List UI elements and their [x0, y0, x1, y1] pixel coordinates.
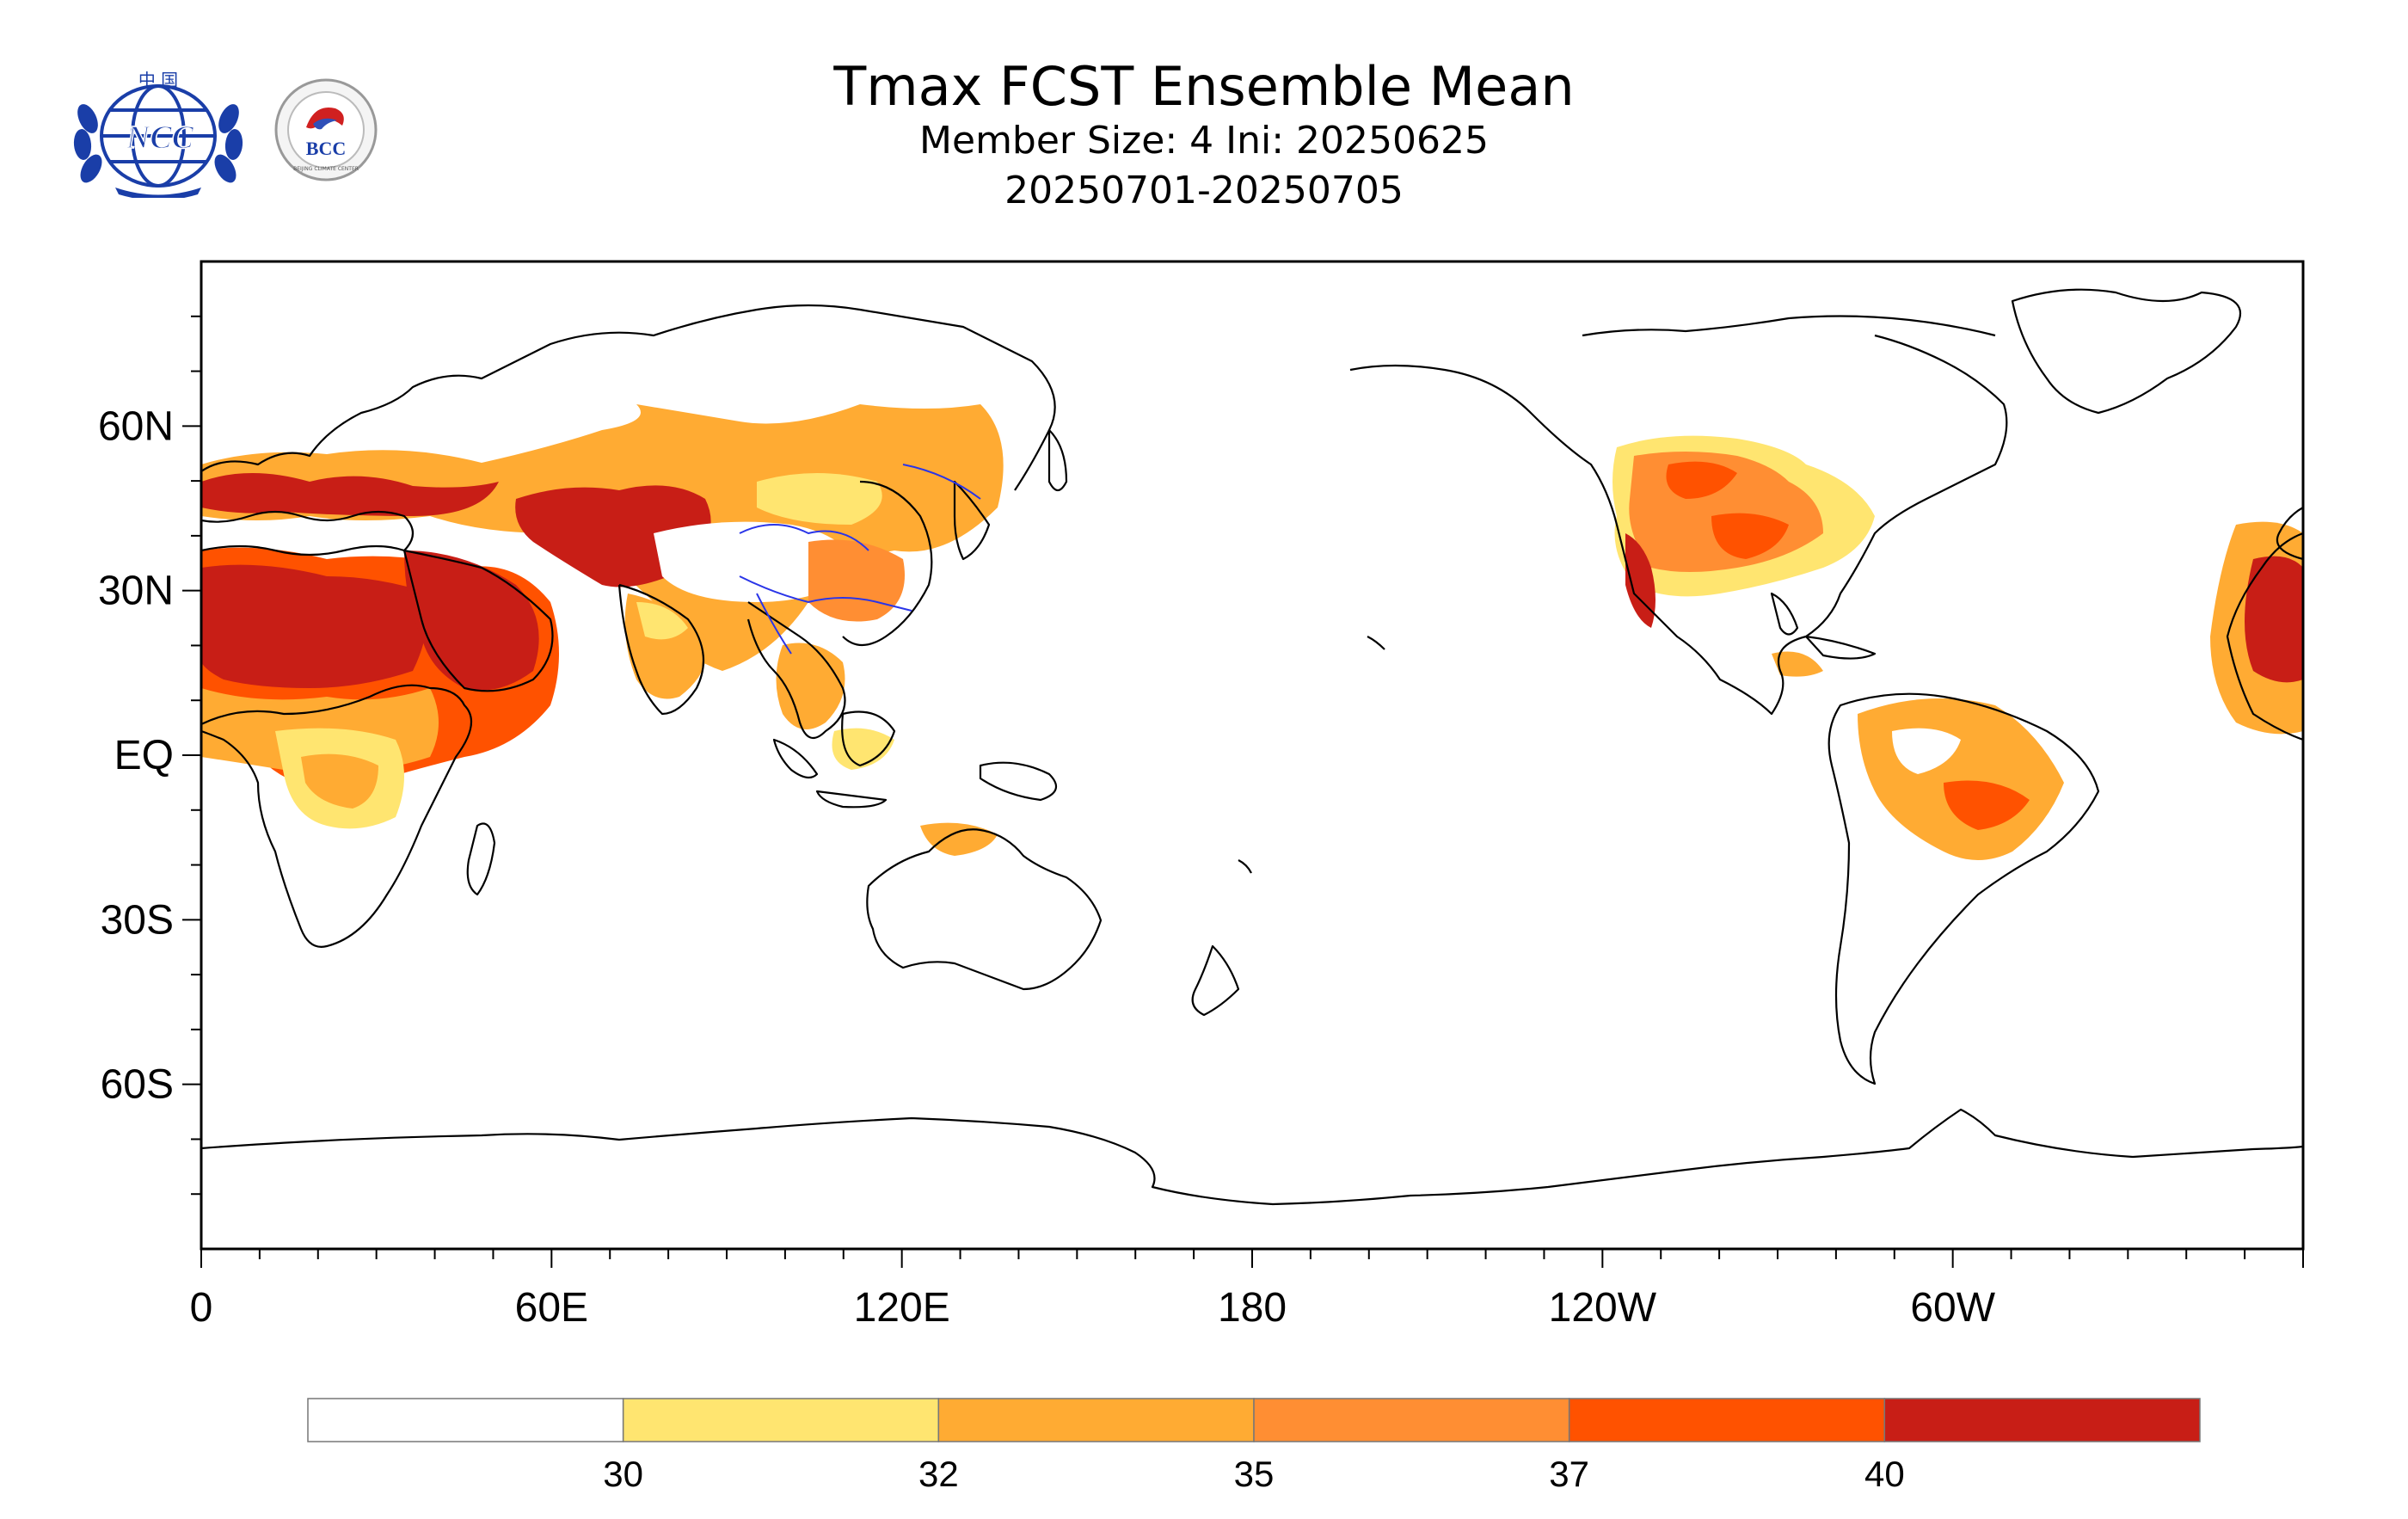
coast-east-asia — [842, 480, 933, 647]
lat-label: EQ — [114, 733, 174, 778]
lon-label: 120E — [854, 1285, 950, 1331]
coast-cuba — [1804, 635, 1877, 660]
rivers — [739, 464, 981, 655]
coast-europe-east-edge — [2276, 507, 2303, 561]
coast-canadian-archipelago — [1582, 315, 1996, 337]
river-yangtze — [739, 575, 912, 612]
lat-label: 30S — [101, 897, 174, 943]
coast-europe — [201, 304, 1056, 491]
coast-antarctica — [201, 1108, 2303, 1206]
lat-label: 30N — [98, 569, 174, 614]
coast-madagascar — [466, 822, 496, 896]
coast-north-america — [1349, 334, 2008, 716]
ncc-logo: 中 国 NCC — [73, 70, 243, 198]
coast-west-africa-east-edge — [2226, 532, 2303, 741]
colorbar: 30 32 35 37 40 — [307, 1398, 2201, 1494]
lon-label: 0 — [190, 1285, 213, 1331]
coast-hawaii — [1367, 636, 1385, 650]
map-title: Tmax FCST Ensemble Mean — [833, 55, 1575, 118]
colorbar-segment — [622, 1398, 940, 1442]
coast-greenland — [2011, 288, 2241, 415]
coast-sumatra — [772, 738, 819, 779]
colorbar-label: 40 — [1864, 1454, 1905, 1494]
lon-label: 120W — [1549, 1285, 1657, 1331]
coast-se-asia — [746, 601, 846, 740]
ncc-top-text: 中 国 — [138, 70, 178, 90]
shade-europe-core — [201, 473, 499, 516]
coastlines — [201, 288, 2303, 1206]
coast-japan — [953, 480, 991, 561]
colorbar-segment — [1568, 1398, 1886, 1442]
colorbar-segment — [307, 1398, 624, 1442]
coast-borneo — [841, 710, 896, 767]
coast-new-zealand — [1191, 944, 1240, 1017]
map-subtitle: Member Size: 4 Ini: 20250625 — [919, 119, 1489, 163]
coast-new-guinea — [979, 761, 1058, 802]
shade-east-china — [808, 539, 905, 622]
bcc-text: BCC — [306, 138, 346, 159]
river-amur — [902, 464, 981, 500]
lon-label: 180 — [1218, 1285, 1287, 1331]
colorbar-label: 35 — [1234, 1454, 1275, 1494]
coast-fiji — [1238, 859, 1252, 874]
temperature-shading — [201, 404, 2303, 860]
colorbar-segment — [1883, 1398, 2201, 1442]
coast-south-america — [1828, 692, 2100, 1085]
shade-central-africa-inner — [301, 753, 378, 809]
lon-label: 60E — [515, 1285, 588, 1331]
axis-ticks — [182, 315, 2304, 1268]
colorbar-label: 30 — [603, 1454, 643, 1494]
coast-kamchatka — [1047, 428, 1068, 492]
latitude-labels: 60N 30N EQ 30S 60S — [98, 403, 174, 1107]
shade-west-africa-east-edge-core — [2245, 556, 2303, 683]
bcc-ring-text: BEIJING CLIMATE CENTER — [293, 166, 359, 172]
colorbar-segment — [937, 1398, 1255, 1442]
river-mekong — [756, 593, 792, 655]
coast-florida — [1770, 592, 1799, 636]
shade-amazon-cool — [1892, 728, 1961, 774]
colorbar-label: 32 — [918, 1454, 959, 1494]
coast-india — [617, 583, 705, 716]
shade-india-north — [636, 602, 688, 640]
shade-mongolia — [757, 473, 882, 525]
shade-north-australia — [920, 822, 998, 856]
shade-borneo — [832, 728, 894, 770]
coast-australia — [866, 828, 1103, 991]
shade-sw-us-core — [1625, 533, 1656, 628]
shade-north-america-hot — [1666, 461, 1737, 499]
shade-us-central-hot — [1711, 513, 1789, 559]
forecast-period: 20250701-20250705 — [1004, 169, 1404, 212]
coast-africa — [201, 684, 473, 948]
coast-arabia — [402, 549, 554, 692]
bcc-logo: BCC BEIJING CLIMATE CENTER — [274, 78, 378, 181]
coast-java — [815, 790, 888, 809]
shade-caribbean — [1772, 651, 1823, 677]
lat-label: 60N — [98, 403, 174, 449]
ncc-text: NCC — [126, 120, 194, 156]
shade-brazil-hot — [1944, 780, 2030, 830]
colorbar-segment — [1253, 1398, 1570, 1442]
lat-label: 60S — [101, 1062, 174, 1108]
lon-label: 60W — [1910, 1285, 1995, 1331]
river-yellow — [739, 524, 869, 551]
coast-mediterranean — [201, 510, 415, 557]
shade-sahara-core — [201, 564, 430, 688]
longitude-labels: 0 60E 120E 180 120W 60W — [190, 1285, 1996, 1331]
colorbar-label: 37 — [1549, 1454, 1589, 1494]
